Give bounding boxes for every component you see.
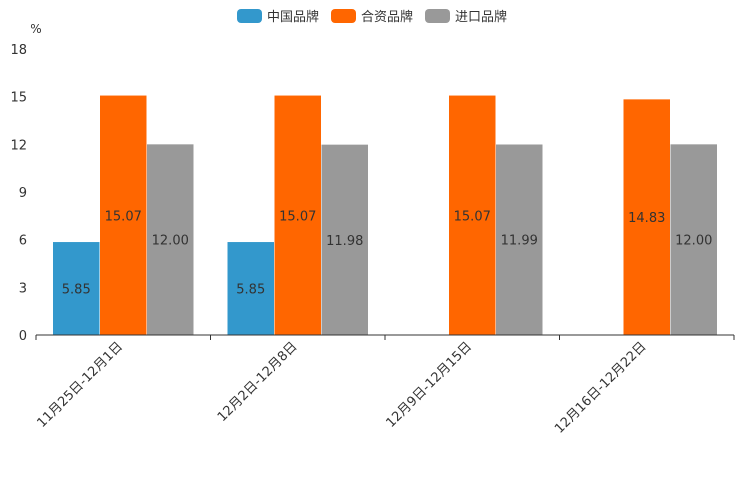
bar-data-label: 12.00 xyxy=(152,234,189,249)
bar-data-label: 5.85 xyxy=(236,283,265,298)
y-tick-label: 3 xyxy=(19,281,27,296)
legend-label-joint-venture-brand: 合资品牌 xyxy=(360,10,413,25)
legend-label-china-brand: 中国品牌 xyxy=(266,10,319,25)
bar xyxy=(623,99,670,336)
bar xyxy=(449,95,496,335)
bar-data-label: 15.07 xyxy=(454,209,491,224)
bars-layer: 5.85 15.07 12.00 5.85 15.07 11.98 15.07 11.99 14… xyxy=(53,95,717,336)
x-tick-label: 12月2日-12月8日 xyxy=(215,339,301,425)
y-tick-label: 9 xyxy=(19,186,27,201)
legend-item-joint-venture-brand[interactable]: 合资品牌 xyxy=(330,6,413,25)
bar-data-label: 15.07 xyxy=(279,209,316,224)
bar-data-label: 11.99 xyxy=(501,234,538,249)
y-tick-label: 15 xyxy=(10,91,27,106)
bar xyxy=(53,242,100,335)
bar-data-label: 11.98 xyxy=(326,234,363,249)
y-axis-unit-label: % xyxy=(30,22,41,36)
x-axis: 11月25日-12月1日 12月2日-12月8日 12月9日-12月15日 12月16… xyxy=(34,334,735,437)
x-tick-label: 12月9日-12月15日 xyxy=(383,339,475,431)
y-tick-label: 12 xyxy=(10,138,27,153)
bar-data-label: 12.00 xyxy=(675,234,712,249)
bar-data-label: 14.83 xyxy=(628,211,665,226)
bar xyxy=(227,242,274,335)
bar xyxy=(496,144,543,335)
bar xyxy=(321,144,368,335)
legend-item-china-brand[interactable]: 中国品牌 xyxy=(236,6,319,25)
bar-data-label: 15.07 xyxy=(105,209,142,224)
y-axis: 0 3 6 9 12 15 18 xyxy=(10,43,27,344)
bar xyxy=(274,95,321,335)
y-tick-label: 18 xyxy=(10,43,27,58)
bar xyxy=(147,144,194,335)
legend-swatch-china-brand xyxy=(236,8,262,23)
bar-data-label: 5.85 xyxy=(62,283,91,298)
legend: 中国品牌 合资品牌 进口品牌 xyxy=(0,6,744,25)
bar xyxy=(100,95,147,335)
bar xyxy=(670,144,717,335)
x-tick-label: 12月16日-12月22日 xyxy=(552,339,649,436)
legend-label-import-brand: 进口品牌 xyxy=(455,10,508,25)
x-tick-label: 11月25日-12月1日 xyxy=(34,339,126,431)
legend-item-import-brand[interactable]: 进口品牌 xyxy=(425,6,507,25)
legend-swatch-joint-venture-brand xyxy=(330,8,356,23)
legend-swatch-import-brand xyxy=(425,8,450,23)
y-tick-label: 0 xyxy=(19,329,27,344)
y-tick-label: 6 xyxy=(19,234,27,249)
